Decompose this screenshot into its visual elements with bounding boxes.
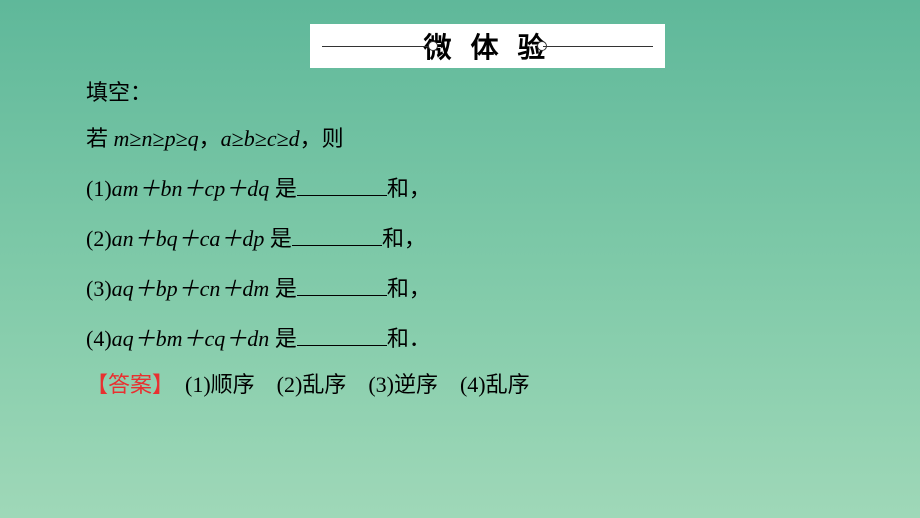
header-title: 微 体 验 (423, 26, 551, 66)
ge6: ≥ (277, 126, 289, 151)
answer-label: 【答案】 (86, 372, 163, 397)
q1-expr: am＋bn＋cp＋dq (112, 176, 270, 201)
ge5: ≥ (255, 126, 267, 151)
cond-prefix: 若 (86, 126, 114, 151)
q3-expr: aq＋bp＋cn＋dm (112, 276, 270, 301)
q3-suffix: 和， (387, 276, 431, 301)
question-1: (1)am＋bn＋cp＋dq 是 和， (86, 174, 860, 200)
q1-mid: 是 (269, 176, 297, 201)
q4-expr: aq＋bm＋cq＋dn (112, 326, 270, 351)
q2-expr: an＋bq＋ca＋dp (112, 226, 265, 251)
var-q: q (188, 126, 199, 151)
ge4: ≥ (232, 126, 244, 151)
ge1: ≥ (129, 126, 141, 151)
q2-num: (2) (86, 226, 112, 251)
question-3: (3)aq＋bp＋cn＋dm 是 和， (86, 274, 860, 300)
q3-mid: 是 (269, 276, 297, 301)
q3-num: (3) (86, 276, 112, 301)
q1-suffix: 和， (387, 176, 431, 201)
q1-num: (1) (86, 176, 112, 201)
q1-blank (297, 174, 387, 196)
header-line-left (322, 46, 432, 47)
condition-line: 若 m≥n≥p≥q，a≥b≥c≥d，则 (86, 128, 860, 150)
var-p: p (165, 126, 176, 151)
var-n: n (141, 126, 152, 151)
question-4: (4)aq＋bm＋cq＋dn 是 和． (86, 324, 860, 350)
var-a: a (221, 126, 232, 151)
var-c: c (267, 126, 277, 151)
q4-blank (297, 324, 387, 346)
q2-suffix: 和， (382, 226, 426, 251)
answer-text: (1)顺序 (2)乱序 (3)逆序 (4)乱序 (163, 372, 530, 397)
header-circle-left (428, 41, 438, 51)
q4-num: (4) (86, 326, 112, 351)
header-box: 微 体 验 (310, 24, 665, 68)
question-2: (2)an＋bq＋ca＋dp 是 和， (86, 224, 860, 250)
comma1: ， (199, 126, 221, 151)
header-line-right (543, 46, 653, 47)
q2-mid: 是 (264, 226, 292, 251)
q4-mid: 是 (269, 326, 297, 351)
cond-suffix: ，则 (300, 126, 344, 151)
var-m: m (114, 126, 130, 151)
answer-line: 【答案】 (1)顺序 (2)乱序 (3)逆序 (4)乱序 (86, 374, 860, 396)
ge2: ≥ (152, 126, 164, 151)
prompt-line: 填空： (86, 82, 860, 104)
q2-blank (292, 224, 382, 246)
ge3: ≥ (176, 126, 188, 151)
var-d: d (289, 126, 300, 151)
var-b: b (244, 126, 255, 151)
q4-suffix: 和． (387, 326, 431, 351)
prompt-text: 填空： (86, 80, 152, 105)
q3-blank (297, 274, 387, 296)
content-area: 填空： 若 m≥n≥p≥q，a≥b≥c≥d，则 (1)am＋bn＋cp＋dq 是… (86, 82, 860, 420)
